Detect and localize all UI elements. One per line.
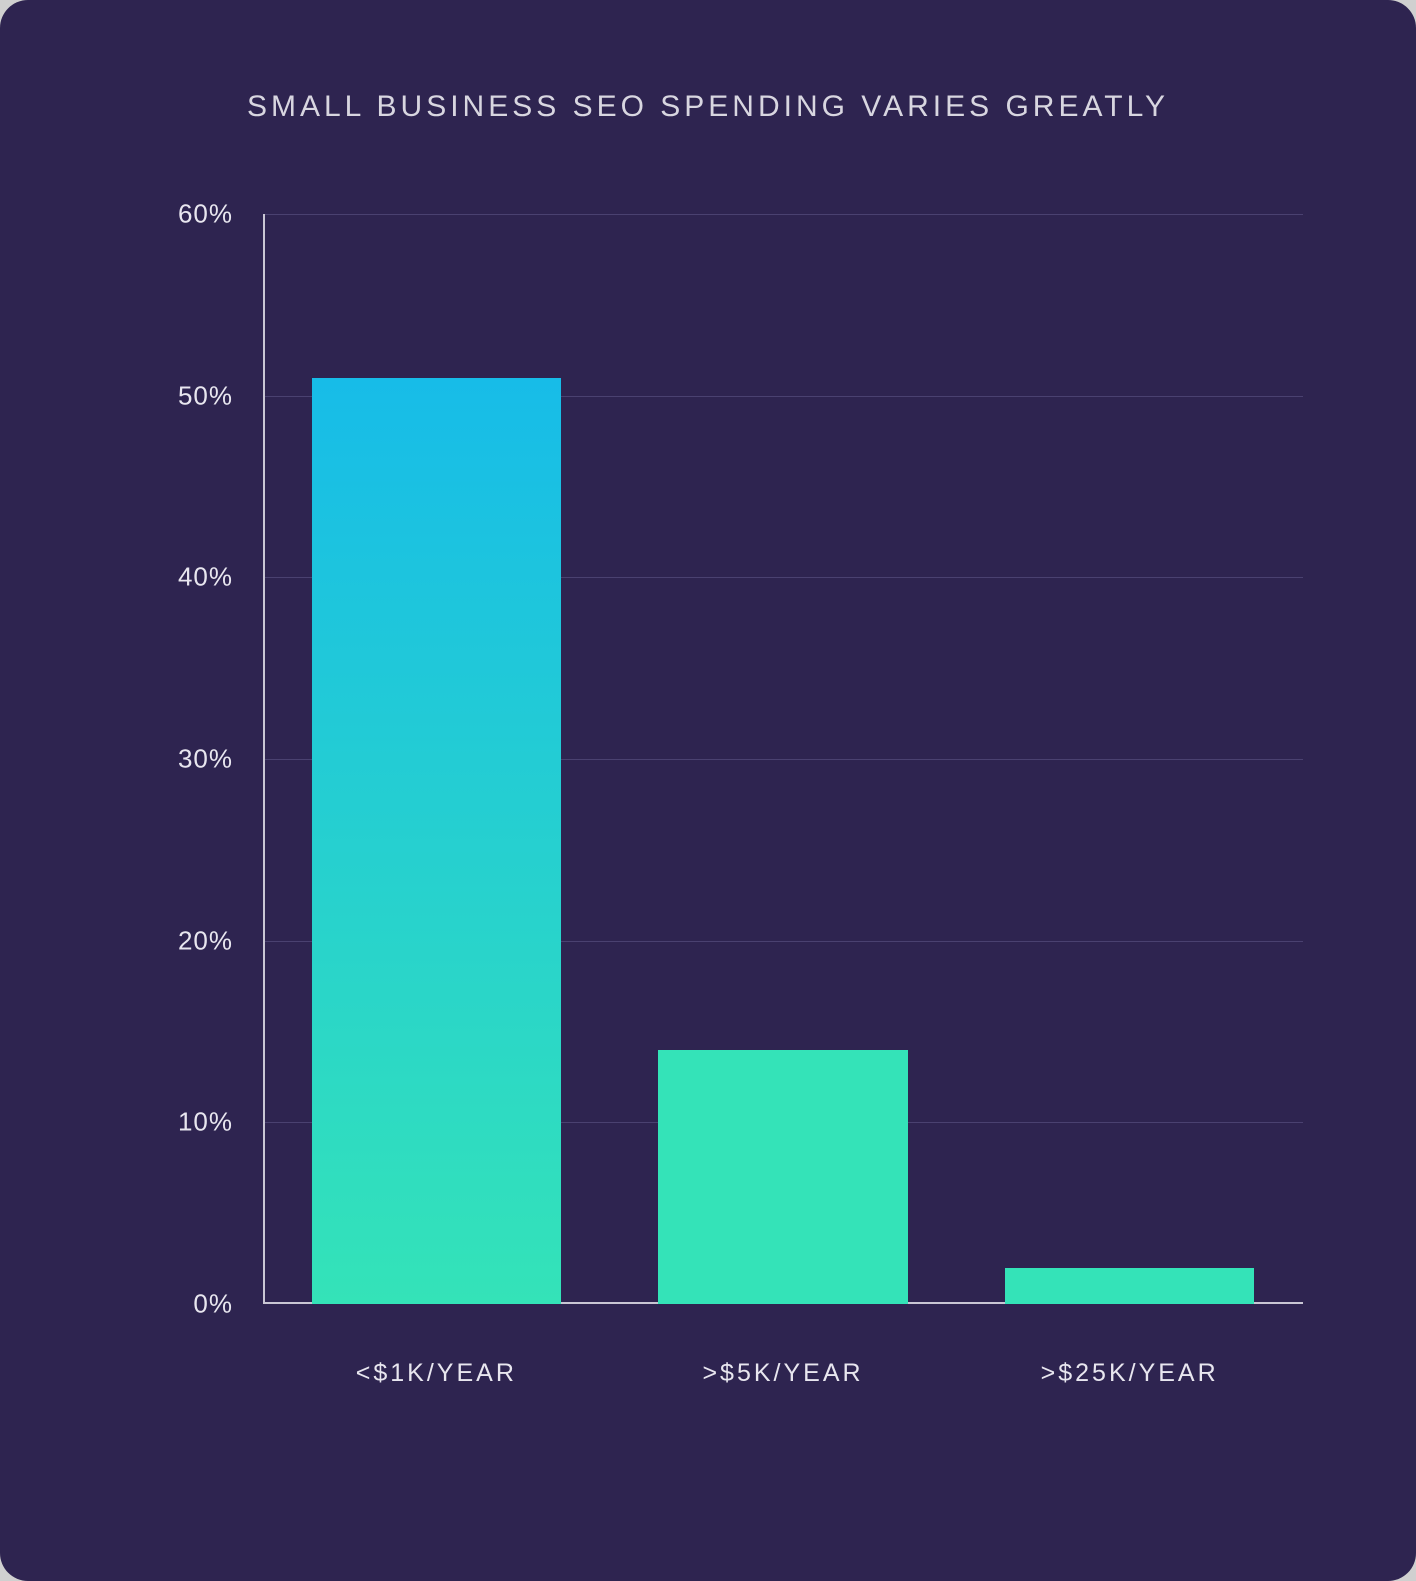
y-tick-label: 30%	[113, 744, 233, 775]
bar	[658, 1050, 908, 1304]
y-tick-label: 40%	[113, 562, 233, 593]
y-tick-label: 60%	[113, 199, 233, 230]
plot-area: 0%10%20%30%40%50%60%<$1K/YEAR>$5K/YEAR>$…	[263, 214, 1303, 1304]
chart-title: SMALL BUSINESS SEO SPENDING VARIES GREAT…	[60, 90, 1356, 124]
x-tick-label: >$25K/YEAR	[956, 1359, 1303, 1388]
x-tick-label: <$1K/YEAR	[263, 1359, 610, 1388]
chart-card: SMALL BUSINESS SEO SPENDING VARIES GREAT…	[0, 0, 1416, 1581]
y-axis	[263, 214, 265, 1304]
x-tick-label: >$5K/YEAR	[610, 1359, 957, 1388]
y-tick-label: 0%	[113, 1289, 233, 1320]
bar	[1005, 1268, 1255, 1304]
y-tick-label: 10%	[113, 1107, 233, 1138]
y-tick-label: 50%	[113, 380, 233, 411]
chart-area: 0%10%20%30%40%50%60%<$1K/YEAR>$5K/YEAR>$…	[113, 214, 1303, 1414]
gridline	[263, 214, 1303, 215]
bar	[312, 378, 562, 1305]
y-tick-label: 20%	[113, 925, 233, 956]
